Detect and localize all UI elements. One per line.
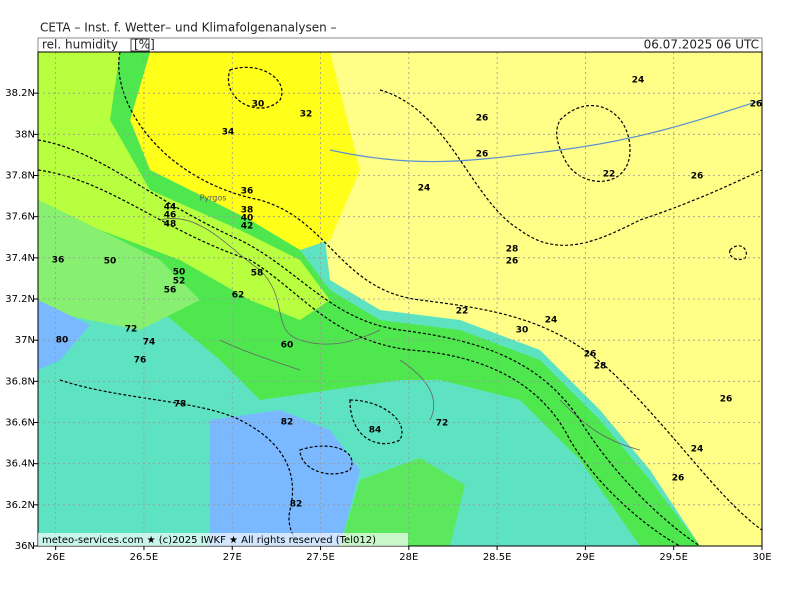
- contour-line: [59, 379, 301, 546]
- contour-label: 26: [476, 150, 489, 160]
- contour-label: 80: [56, 336, 69, 346]
- contour-label: 36: [52, 256, 65, 266]
- contour-label: 28: [506, 245, 519, 255]
- lat-tick-label: 36.8N: [5, 376, 35, 387]
- contour-label: 30: [252, 100, 265, 110]
- lon-tick-label: 29E: [576, 552, 595, 563]
- lat-tick-label: 36N: [15, 541, 35, 552]
- river: [329, 99, 762, 163]
- contour-line: [38, 139, 701, 546]
- contour-label: 76: [134, 356, 147, 366]
- contour-label: 38: [241, 206, 254, 216]
- transition-band: [38, 52, 330, 320]
- valid-time: 06.07.2025 06 UTC: [644, 38, 759, 52]
- contour-labels: 3032343638404244464850525658627274767880…: [52, 76, 763, 510]
- contour-label: 24: [545, 316, 558, 326]
- contour-line: [38, 169, 681, 546]
- lon-tick-label: 28E: [399, 552, 418, 563]
- contour-label: 24: [418, 184, 431, 194]
- dry-region: [300, 52, 762, 546]
- contour-label: 22: [603, 170, 616, 180]
- lat-tick-label: 37N: [15, 335, 35, 346]
- contour-label: 42: [241, 222, 254, 232]
- contour-label: 74: [143, 338, 156, 348]
- contour-label: 72: [436, 419, 449, 429]
- footer-bg: [38, 533, 408, 546]
- contour-line: [118, 52, 762, 531]
- contour-label: 26: [691, 172, 704, 182]
- unit-box: [130, 38, 150, 52]
- contour-label: 78: [174, 400, 187, 410]
- lon-tick-label: 26E: [46, 552, 65, 563]
- lon-tick-label: 27E: [223, 552, 242, 563]
- lat-tick-label: 36.2N: [5, 500, 35, 511]
- contour-line: [349, 399, 403, 445]
- contour-label: 36: [241, 187, 254, 197]
- contour-label: 60: [281, 341, 294, 351]
- contour-label: 26: [476, 114, 489, 124]
- contour-label: 40: [241, 214, 254, 224]
- contour-label: 48: [164, 220, 177, 230]
- footer: meteo-services.com ★ (c)2025 IWKF ★ All …: [42, 535, 376, 546]
- moist-patch: [340, 458, 465, 546]
- contour-label: 56: [164, 286, 177, 296]
- contour-label: 50: [104, 257, 117, 267]
- contour-label: 52: [173, 277, 186, 287]
- contour-label: 46: [164, 211, 177, 221]
- parameter: rel. humidity: [42, 38, 118, 52]
- very-dry-region: [130, 52, 360, 250]
- contour-label: 84: [369, 426, 382, 436]
- contour-label: 26: [584, 350, 597, 360]
- contour-label: 50: [173, 268, 186, 278]
- lon-tick-label: 27.5E: [306, 552, 335, 563]
- humid-patch: [38, 300, 90, 370]
- contour-label: 72: [125, 325, 138, 335]
- lat-tick-label: 37.8N: [5, 171, 35, 182]
- lon-tick-label: 29.5E: [659, 552, 688, 563]
- moist-patch: [38, 200, 200, 330]
- contour-label: 82: [290, 500, 303, 510]
- contour-line: [299, 445, 353, 475]
- contour-label: 26: [750, 100, 763, 110]
- lat-tick-label: 36.4N: [5, 459, 35, 470]
- lat-tick-label: 38.2N: [5, 88, 35, 99]
- lat-tick-label: 38N: [15, 129, 35, 140]
- coastline: [159, 218, 641, 451]
- contour-label: 28: [594, 362, 607, 372]
- lat-tick-label: 37.4N: [5, 253, 35, 264]
- contour-label: 62: [232, 291, 245, 301]
- lon-tick-label: 26.5E: [130, 552, 159, 563]
- humid-patch: [210, 410, 360, 546]
- contour-label: 44: [164, 203, 177, 213]
- lat-tick-label: 37.6N: [5, 212, 35, 223]
- lon-tick-label: 30E: [752, 552, 771, 563]
- contour-label: 24: [632, 76, 645, 86]
- contour-label: 26: [672, 474, 685, 484]
- place-label: Pyrgos: [200, 194, 227, 203]
- lon-tick-label: 28.5E: [483, 552, 512, 563]
- contour-label: 32: [300, 110, 313, 120]
- header-title: CETA – Inst. f. Wetter– und Klimafolgena…: [40, 21, 337, 35]
- contour-label: 82: [281, 418, 294, 428]
- contour-label: 34: [222, 128, 235, 138]
- contour-label: 58: [251, 269, 264, 279]
- lat-tick-label: 36.6N: [5, 418, 35, 429]
- unit: [%]: [134, 38, 155, 52]
- lat-tick-label: 37.2N: [5, 294, 35, 305]
- contour-label: 26: [720, 395, 733, 405]
- contour-label: 26: [506, 257, 519, 267]
- contour-label: 30: [516, 326, 529, 336]
- contour-line: [556, 104, 631, 182]
- contour-label: 22: [456, 307, 469, 317]
- contour-label: 24: [691, 445, 704, 455]
- contour-line: [379, 89, 762, 246]
